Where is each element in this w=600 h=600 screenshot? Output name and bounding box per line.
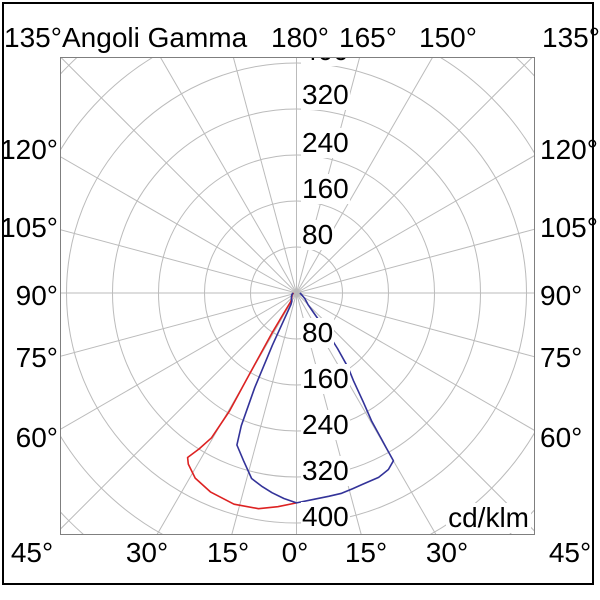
angle-label-right: 105° — [540, 212, 598, 243]
angle-label-top: 135° — [542, 22, 600, 53]
angle-label-left: 90° — [15, 280, 58, 311]
angle-label-right: 75° — [540, 342, 583, 373]
grid-spoke — [61, 58, 297, 294]
radial-tick-label: 160 — [301, 173, 350, 204]
polar-plot-area: 400 320 240 160 80 80 160 240 320 400 cd/klm — [60, 57, 535, 535]
grid-spoke — [61, 156, 297, 294]
polar-grid-and-curves — [61, 58, 534, 534]
angle-label-bottom: 45° — [548, 537, 592, 568]
radial-tick-label: 80 — [301, 317, 335, 348]
angle-label-right: 120° — [540, 134, 598, 165]
grid-spoke — [231, 292, 297, 534]
angle-label-left: 105° — [0, 212, 58, 243]
grid-spoke — [61, 292, 297, 430]
grid-spoke — [61, 292, 297, 357]
angle-label-right: 60° — [540, 422, 583, 453]
angle-label-top: 135° — [4, 22, 62, 53]
angle-label-bottom: 30° — [125, 537, 169, 568]
radial-tick-label: 80 — [301, 219, 335, 250]
grid-spoke — [156, 292, 297, 534]
angle-label-right: 90° — [540, 280, 583, 311]
grid-spoke — [296, 292, 534, 431]
angle-label-top: 180° — [271, 22, 329, 53]
grid-spoke — [296, 155, 534, 294]
grid-spoke — [233, 58, 297, 294]
radial-tick-label: 400 — [301, 501, 350, 532]
radial-tick-label: 240 — [301, 127, 350, 158]
grid-spoke — [296, 228, 534, 294]
grid-spoke — [160, 58, 297, 294]
unit-label: cd/klm — [446, 502, 531, 533]
radial-tick-label: 400 — [301, 58, 350, 66]
grid-spoke — [296, 292, 534, 358]
grid-spoke — [61, 292, 297, 530]
radial-tick-label: 240 — [301, 409, 350, 440]
angle-label-left: 75° — [15, 342, 58, 373]
angle-label-bottom: 15° — [206, 537, 250, 568]
radial-tick-label: 320 — [301, 455, 350, 486]
chart-title: Angoli Gamma — [62, 22, 248, 53]
angle-label-bottom: 15° — [344, 537, 388, 568]
angle-label-top: 165° — [339, 22, 397, 53]
grid-spoke — [296, 292, 534, 532]
grid-spoke — [61, 229, 297, 294]
angle-label-top: 150° — [419, 22, 477, 53]
angle-label-bottom: 30° — [425, 537, 469, 568]
grid-spoke — [296, 58, 533, 294]
angle-label-bottom: 45° — [10, 537, 54, 568]
angle-label-left: 120° — [0, 134, 58, 165]
angle-label-bottom: 0° — [281, 537, 309, 568]
radial-tick-label: 320 — [301, 79, 350, 110]
blue-curve — [236, 292, 395, 504]
radial-tick-label: 160 — [301, 363, 350, 394]
angle-label-left: 60° — [15, 422, 58, 453]
